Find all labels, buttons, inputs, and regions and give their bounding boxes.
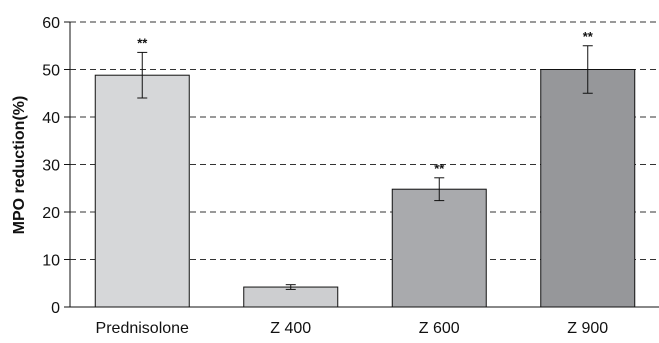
y-tick-label: 0 <box>51 300 60 317</box>
bar <box>94 74 190 308</box>
y-tick-label: 50 <box>42 63 60 80</box>
significance-marker: ** <box>137 35 148 50</box>
axes <box>64 21 659 308</box>
significance-marker: ** <box>434 161 445 176</box>
y-tick-label: 10 <box>42 253 60 270</box>
x-tick-label: Z 900 <box>567 320 608 337</box>
y-tick-label: 40 <box>42 110 60 127</box>
y-tick-label: 20 <box>42 205 60 222</box>
error-bars <box>137 45 593 290</box>
bar <box>391 188 487 308</box>
bars <box>94 69 636 308</box>
bar <box>540 69 636 308</box>
axis-tick-labels: 0 10 20 30 40 50 60 ** Prednisolone Z 400 ** Z 600 *… <box>42 15 608 337</box>
x-tick-label: Z 400 <box>270 320 311 337</box>
y-tick-label: 30 <box>42 158 60 175</box>
y-axis-label: MPO reduction(%) <box>11 96 28 235</box>
x-tick-label: Prednisolone <box>96 320 190 337</box>
x-tick-label: Z 600 <box>419 320 460 337</box>
y-tick-label: 60 <box>42 15 60 32</box>
bar <box>243 286 339 308</box>
significance-marker: ** <box>583 29 594 44</box>
